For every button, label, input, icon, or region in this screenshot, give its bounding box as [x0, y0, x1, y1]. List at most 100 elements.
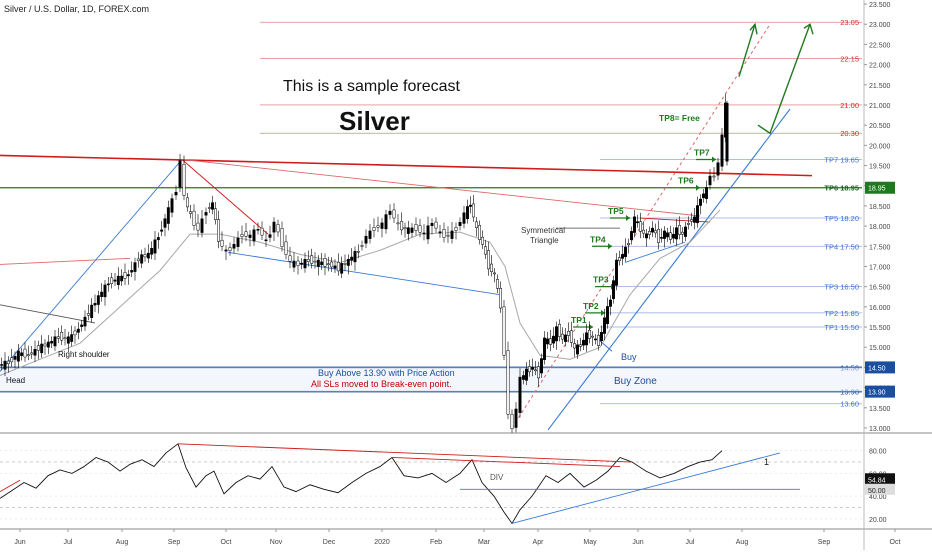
- candle-body: [651, 227, 654, 233]
- x-axis-label-11: May: [583, 539, 597, 546]
- candle-body: [555, 326, 558, 342]
- candle-body: [648, 231, 651, 235]
- candle-body: [93, 303, 97, 306]
- candle-body: [276, 224, 280, 233]
- descending-red-line: [181, 159, 701, 217]
- candle-body: [693, 216, 696, 223]
- candle-body: [272, 221, 276, 233]
- candle-body: [43, 343, 47, 347]
- tp8-free-label: TP8= Free: [659, 113, 700, 123]
- level-label-3: 20.30: [840, 129, 859, 138]
- shoulder-red-line: [181, 159, 269, 235]
- candle-body: [143, 254, 147, 258]
- candle-body: [360, 245, 364, 247]
- price-tick-label-3: 22.000: [869, 63, 891, 70]
- candle-body: [310, 255, 314, 264]
- candle-body: [186, 197, 189, 208]
- candle-body: [561, 333, 564, 340]
- candle-body: [687, 223, 690, 225]
- level-label-1: 22.15: [840, 55, 859, 64]
- candle-body: [696, 205, 699, 224]
- candle-body: [549, 338, 552, 345]
- candle-body: [13, 356, 17, 360]
- candle-body: [66, 336, 70, 344]
- rsi-tick-label-2: 40.00: [869, 494, 887, 501]
- candle-body: [268, 234, 272, 238]
- candle-body: [558, 323, 561, 337]
- candle-body: [666, 232, 669, 238]
- candle-body: [33, 348, 37, 356]
- candle-body: [636, 221, 639, 224]
- candle-body: [106, 283, 110, 286]
- candle-body: [403, 227, 407, 230]
- candle-body: [208, 207, 211, 209]
- candle-body: [368, 230, 372, 239]
- candle-body: [140, 254, 144, 264]
- candle-body: [204, 212, 208, 216]
- candle-body: [430, 223, 434, 226]
- candle-body: [303, 259, 307, 269]
- candle-body: [153, 239, 157, 254]
- axis-level-tag: [865, 181, 895, 194]
- main-title: Silver: [339, 106, 410, 136]
- candle-body: [582, 339, 585, 346]
- breakout-candle: [725, 102, 729, 162]
- rsi-tick-label-0: 80.00: [869, 449, 887, 456]
- price-tick-label-15: 16.000: [869, 305, 891, 312]
- candle-body: [534, 369, 537, 372]
- candle-body: [579, 344, 582, 347]
- candle-body: [236, 237, 240, 247]
- candle-body: [585, 332, 588, 346]
- x-axis-label-16: Oct: [890, 539, 901, 546]
- candle-body: [672, 233, 675, 239]
- buy-zone-label: Buy Zone: [614, 376, 657, 387]
- candle-body: [211, 202, 214, 210]
- price-series: [0, 94, 729, 434]
- candle-body: [232, 244, 236, 249]
- candle-body: [540, 358, 543, 374]
- candle-body: [684, 226, 687, 237]
- candle-body: [113, 279, 117, 282]
- candle-body: [10, 357, 14, 363]
- candle-body: [502, 306, 506, 356]
- candle-body: [426, 225, 430, 240]
- candle-body: [493, 272, 496, 275]
- candle-body: [702, 193, 705, 199]
- candle-body: [699, 198, 702, 206]
- price-tick-label-8: 19.500: [869, 164, 891, 171]
- rsi-value-tag-text: 54.84: [868, 477, 886, 484]
- left-blue-support: [0, 159, 183, 372]
- blue-neck-line: [227, 251, 501, 296]
- candle-body: [552, 335, 555, 344]
- rsi-mid-tag: [865, 483, 895, 495]
- candle-body: [669, 232, 672, 240]
- x-axis-label-12: Jun: [632, 539, 643, 546]
- rsi-mid-tag-text: 50.00: [868, 488, 886, 495]
- candle-body: [678, 225, 681, 235]
- candle-body: [284, 241, 288, 255]
- candle-body: [336, 262, 340, 272]
- candle-body: [260, 227, 264, 236]
- green-arrow-2: [757, 23, 811, 135]
- candle-body: [627, 243, 630, 245]
- tp-tag-7: TP7: [694, 147, 710, 157]
- tp-arrow-head-1: [589, 324, 593, 331]
- head-label: Head: [6, 376, 25, 385]
- candle-body: [63, 337, 67, 340]
- candle-body: [116, 275, 120, 286]
- candle-body: [522, 375, 525, 380]
- candle-body: [40, 343, 44, 354]
- rsi-left-red: [0, 479, 21, 492]
- candle-body: [380, 222, 384, 229]
- candle-body: [630, 231, 633, 241]
- axis-level-tag: [865, 385, 895, 398]
- candle-body: [110, 277, 114, 284]
- level-label-4: TP7 19.65: [824, 155, 859, 164]
- candle-body: [86, 313, 90, 316]
- candle-body: [356, 251, 360, 253]
- buy-arrow: [597, 338, 613, 352]
- candle-body: [343, 263, 347, 265]
- candle-body: [466, 206, 469, 220]
- candle-body: [690, 219, 693, 222]
